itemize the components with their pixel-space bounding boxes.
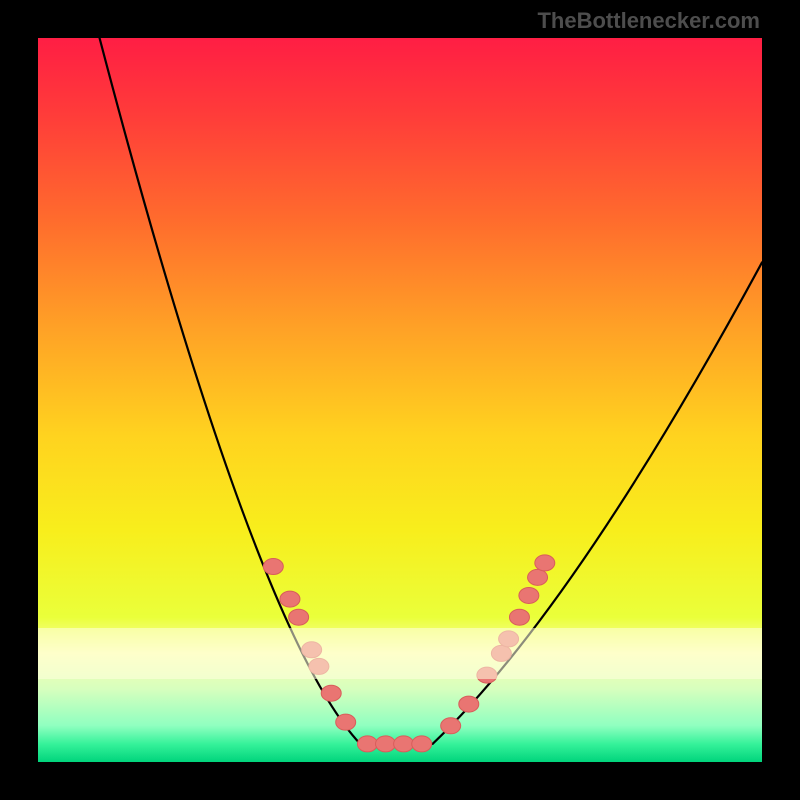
plot-area (38, 38, 762, 762)
data-marker (394, 736, 414, 752)
data-marker (528, 569, 548, 585)
data-marker (309, 658, 329, 674)
data-marker (509, 609, 529, 625)
data-marker (459, 696, 479, 712)
data-marker (336, 714, 356, 730)
data-marker (321, 685, 341, 701)
data-marker (263, 559, 283, 575)
data-marker (519, 587, 539, 603)
chart-svg (38, 38, 762, 762)
data-marker (477, 667, 497, 683)
data-marker (441, 718, 461, 734)
data-marker (302, 642, 322, 658)
data-marker (535, 555, 555, 571)
chart-container: TheBottlenecker.com (0, 0, 800, 800)
data-marker (499, 631, 519, 647)
data-marker (289, 609, 309, 625)
data-marker (491, 645, 511, 661)
data-marker (412, 736, 432, 752)
bottleneck-curve (100, 38, 762, 744)
data-marker (357, 736, 377, 752)
data-marker (376, 736, 396, 752)
data-marker (280, 591, 300, 607)
watermark-text: TheBottlenecker.com (537, 8, 760, 34)
